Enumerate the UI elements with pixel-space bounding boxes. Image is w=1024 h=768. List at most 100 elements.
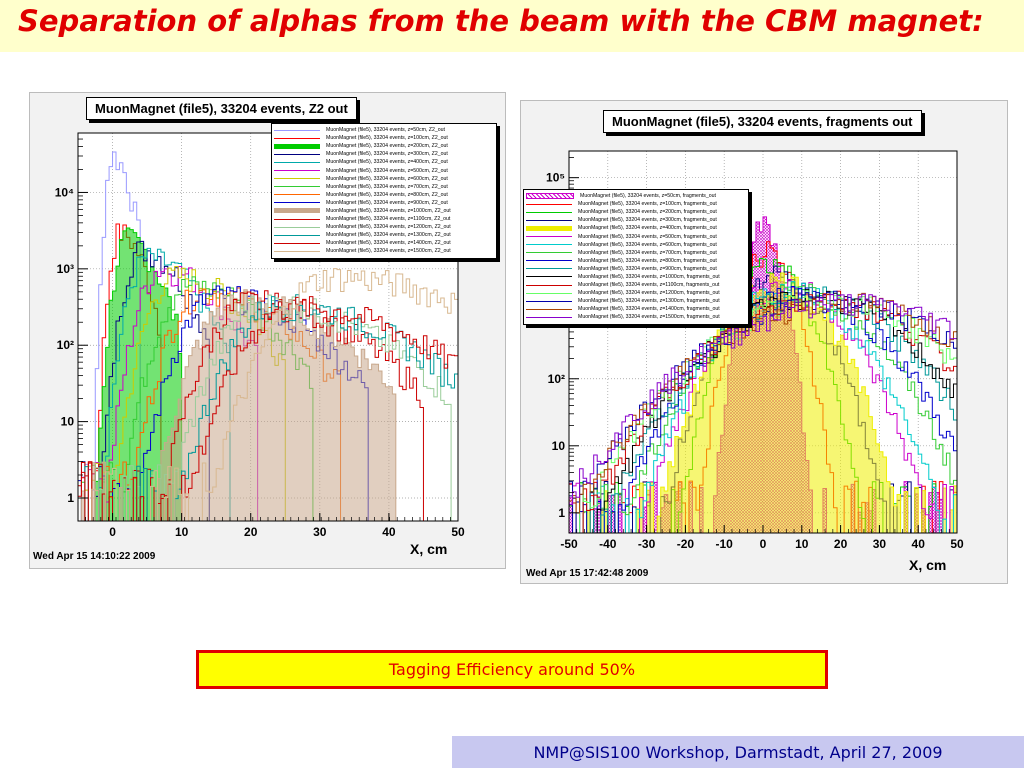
legend-swatch (274, 129, 320, 131)
histogram-panel-z2-out: 0 10 20 30 40 50 1 10 10² 10³ 10⁴ MuonMagnet (file… (29, 92, 506, 569)
legend-label: MuonMagnet (file5), 33204 events, z=1200… (578, 290, 720, 297)
title-bar: Separation of alphas from the beam with … (0, 0, 1024, 52)
legend-swatch (526, 203, 572, 205)
x-tick-label: -20 (677, 537, 695, 551)
y-tick-label: 10 (552, 439, 566, 453)
series-histogram (77, 296, 459, 522)
legend-entry: MuonMagnet (file5), 33204 events, z=900c… (274, 199, 494, 207)
legend-label: MuonMagnet (file5), 33204 events, z=600c… (578, 241, 717, 248)
legend-entry: MuonMagnet (file5), 33204 events, z=300c… (274, 150, 494, 158)
x-tick-label: 10 (175, 525, 189, 539)
legend-entry: MuonMagnet (file5), 33204 events, z=200c… (274, 142, 494, 150)
plot-date: Wed Apr 15 14:10:22 2009 (33, 551, 156, 562)
legend-label: MuonMagnet (file5), 33204 events, z=900c… (326, 199, 448, 206)
legend-entry: MuonMagnet (file5), 33204 events, z=400c… (274, 158, 494, 166)
legend-entry: MuonMagnet (file5), 33204 events, z=600c… (526, 241, 746, 249)
x-tick-label: 30 (873, 537, 887, 551)
legend-swatch (274, 143, 320, 149)
legend-entry: MuonMagnet (file5), 33204 events, z=1500… (274, 247, 494, 255)
series-histogram (78, 268, 459, 522)
legend-swatch (274, 170, 320, 172)
x-tick-label: 10 (795, 537, 809, 551)
legend-label: MuonMagnet (file5), 33204 events, z=1300… (578, 298, 720, 305)
legend-entry: MuonMagnet (file5), 33204 events, z=50cm… (526, 192, 746, 200)
series-path (568, 293, 958, 533)
slide-title: Separation of alphas from the beam with … (18, 4, 984, 38)
legend-label: MuonMagnet (file5), 33204 events, z=1100… (326, 216, 451, 223)
y-tick-label: 10⁵ (546, 171, 565, 185)
legend-entry: MuonMagnet (file5), 33204 events, z=800c… (274, 191, 494, 199)
legend-swatch (274, 153, 320, 155)
legend-swatch (526, 260, 572, 262)
x-axis-label: X, cm (410, 541, 448, 557)
legend-entry: MuonMagnet (file5), 33204 events, z=100c… (526, 200, 746, 208)
legend-swatch (526, 300, 572, 302)
plot-legend: MuonMagnet (file5), 33204 events, z=50cm… (523, 189, 749, 325)
legend-swatch (274, 194, 320, 196)
legend-swatch (274, 186, 320, 188)
legend-label: MuonMagnet (file5), 33204 events, z=200c… (326, 143, 448, 150)
legend-swatch (274, 178, 320, 180)
legend-label: MuonMagnet (file5), 33204 events, z=100c… (326, 135, 448, 142)
legend-label: MuonMagnet (file5), 33204 events, z=50cm… (580, 193, 716, 200)
legend-swatch (526, 225, 572, 231)
legend-entry: MuonMagnet (file5), 33204 events, z=200c… (526, 208, 746, 216)
legend-entry: MuonMagnet (file5), 33204 events, z=50cm… (274, 126, 494, 134)
legend-label: MuonMagnet (file5), 33204 events, z=1200… (326, 224, 451, 231)
legend-label: MuonMagnet (file5), 33204 events, z=800c… (326, 191, 448, 198)
legend-entry: MuonMagnet (file5), 33204 events, z=1100… (526, 281, 746, 289)
legend-swatch (526, 284, 572, 286)
legend-entry: MuonMagnet (file5), 33204 events, z=1400… (526, 305, 746, 313)
series-path (78, 247, 231, 522)
legend-entry: MuonMagnet (file5), 33204 events, z=500c… (274, 166, 494, 174)
x-tick-label: 50 (451, 525, 465, 539)
legend-label: MuonMagnet (file5), 33204 events, z=1000… (578, 273, 720, 280)
legend-label: MuonMagnet (file5), 33204 events, z=400c… (326, 159, 448, 166)
legend-label: MuonMagnet (file5), 33204 events, z=1500… (578, 314, 720, 321)
legend-swatch (274, 202, 320, 204)
legend-label: MuonMagnet (file5), 33204 events, z=700c… (578, 249, 717, 256)
x-tick-label: -10 (716, 537, 734, 551)
y-tick-label: 10² (548, 372, 565, 386)
legend-swatch (274, 218, 320, 220)
legend-swatch (526, 292, 572, 294)
legend-label: MuonMagnet (file5), 33204 events, z=1100… (578, 282, 720, 289)
legend-entry: MuonMagnet (file5), 33204 events, z=1500… (526, 313, 746, 321)
legend-swatch (526, 268, 572, 270)
legend-entry: MuonMagnet (file5), 33204 events, z=900c… (526, 265, 746, 273)
tagging-efficiency-text: Tagging Efficiency around 50% (388, 660, 636, 679)
x-tick-label: -50 (560, 537, 578, 551)
legend-label: MuonMagnet (file5), 33204 events, z=100c… (578, 201, 717, 208)
y-tick-label: 10² (57, 338, 74, 352)
series-histogram (569, 272, 958, 534)
legend-entry: MuonMagnet (file5), 33204 events, z=700c… (274, 183, 494, 191)
legend-entry: MuonMagnet (file5), 33204 events, z=1300… (526, 297, 746, 305)
legend-entry: MuonMagnet (file5), 33204 events, z=500c… (526, 232, 746, 240)
series-path (569, 272, 958, 534)
legend-entry: MuonMagnet (file5), 33204 events, z=1100… (274, 215, 494, 223)
plot-title: MuonMagnet (file5), 33204 events, Z2 out (86, 97, 357, 120)
x-tick-label: -40 (599, 537, 617, 551)
histogram-plot-fragments-out: -50-40-30-20-100102030405011010²10³10⁴10… (546, 150, 964, 551)
series-histogram (569, 285, 958, 534)
y-tick-label: 1 (558, 506, 565, 520)
legend-swatch (274, 242, 320, 244)
y-tick-label: 10 (61, 415, 75, 429)
legend-label: MuonMagnet (file5), 33204 events, z=800c… (578, 257, 717, 264)
x-tick-label: 30 (313, 525, 327, 539)
x-tick-label: 40 (912, 537, 926, 551)
footer-bar: NMP@SIS100 Workshop, Darmstadt, April 27… (452, 736, 1024, 768)
tagging-efficiency-box: Tagging Efficiency around 50% (196, 650, 828, 689)
legend-entry: MuonMagnet (file5), 33204 events, z=1000… (274, 207, 494, 215)
legend-swatch (526, 211, 572, 213)
legend-swatch (526, 219, 572, 221)
footer-text: NMP@SIS100 Workshop, Darmstadt, April 27… (533, 742, 943, 762)
x-tick-label: -30 (638, 537, 656, 551)
y-tick-label: 10⁴ (55, 185, 74, 199)
y-tick-label: 10³ (57, 262, 74, 276)
histogram-panel-fragments-out: -50-40-30-20-100102030405011010²10³10⁴10… (520, 100, 1008, 584)
x-tick-label: 20 (244, 525, 258, 539)
series-path (78, 268, 459, 522)
legend-label: MuonMagnet (file5), 33204 events, z=600c… (326, 175, 448, 182)
legend-label: MuonMagnet (file5), 33204 events, z=50cm… (326, 127, 445, 134)
